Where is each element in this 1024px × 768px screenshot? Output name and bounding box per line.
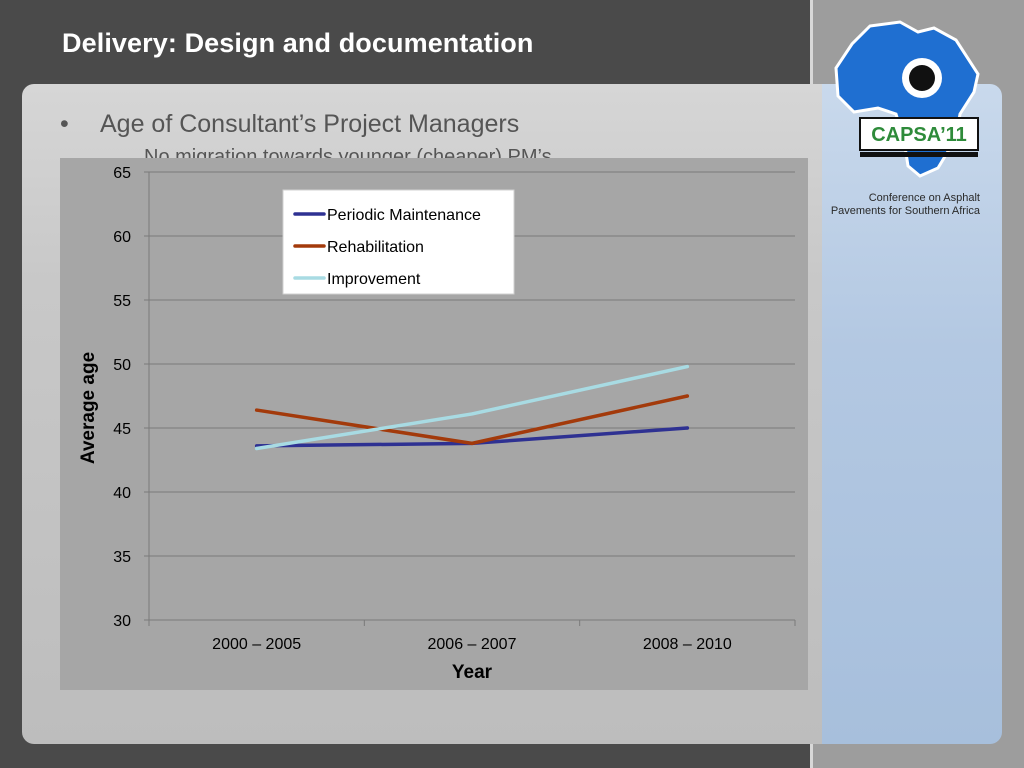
legend-label: Improvement (327, 271, 421, 288)
bullet-item: • Age of Consultant’s Project Managers (60, 110, 519, 139)
logo-caption-line-2: Pavements for Southern Africa (830, 205, 980, 217)
logo-caption: Conference on Asphalt Pavements for Sout… (830, 192, 980, 218)
y-tick-label: 30 (113, 613, 131, 630)
slide-title: Delivery: Design and documentation (62, 28, 534, 58)
bullet-dot-icon: • (60, 110, 69, 138)
data-point (685, 364, 689, 369)
x-tick-label: 2008 – 2010 (643, 636, 732, 653)
logo-dot-icon (909, 65, 935, 91)
y-tick-label: 65 (113, 165, 131, 182)
right-panel-light (812, 84, 1002, 744)
data-point (470, 441, 474, 445)
y-axis-title: Average age (78, 352, 99, 464)
data-point (255, 446, 259, 451)
data-point (255, 408, 259, 412)
x-tick-label: 2000 – 2005 (212, 636, 301, 653)
x-tick-label: 2006 – 2007 (428, 636, 517, 653)
data-point (685, 394, 689, 398)
capsa-logo: CAPSA’11 (834, 20, 980, 178)
y-tick-label: 35 (113, 549, 131, 566)
line-chart: 30 35 40 45 50 55 60 65 2000 – 2005 2006 – 2007 20… (78, 165, 796, 683)
legend-label: Rehabilitation (327, 239, 424, 256)
logo-text: CAPSA’11 (871, 124, 967, 146)
series-line (254, 364, 690, 451)
data-point (685, 426, 689, 430)
bullet-text: Age of Consultant’s Project Managers (100, 110, 520, 138)
y-tick-label: 45 (113, 421, 131, 438)
chart-area: 30 35 40 45 50 55 60 65 2000 – 2005 2006 – 2007 20… (60, 158, 808, 690)
logo-stripe (860, 152, 978, 157)
y-tick-label: 55 (113, 293, 131, 310)
x-axis-title: Year (452, 662, 493, 683)
logo-banner (859, 117, 979, 151)
data-point (470, 412, 474, 416)
logo-caption-line-1: Conference on Asphalt (868, 192, 980, 204)
series-line (254, 394, 690, 446)
legend-label: Periodic Maintenance (327, 207, 481, 224)
y-tick-label: 40 (113, 485, 131, 502)
y-tick-label: 50 (113, 357, 131, 374)
y-tick-label: 60 (113, 229, 131, 246)
